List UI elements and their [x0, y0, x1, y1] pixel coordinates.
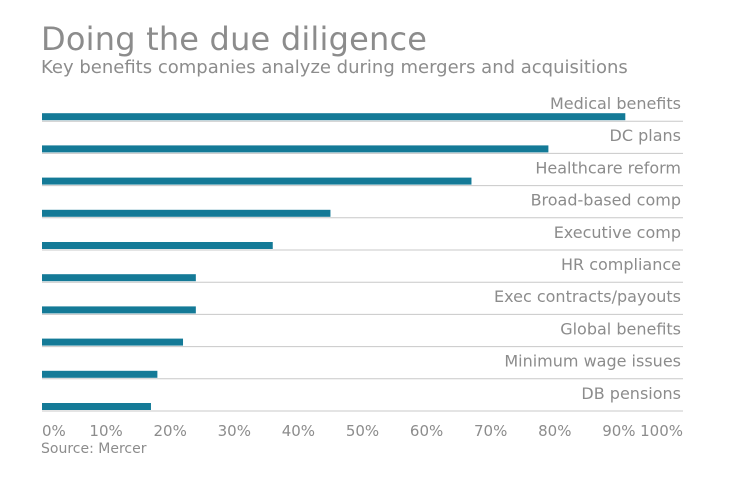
- x-tick-label: 10%: [89, 422, 122, 440]
- chart-subtitle: Key benefits companies analyze during me…: [41, 57, 628, 78]
- x-tick-label: 40%: [282, 422, 315, 440]
- category-label: Global benefits: [560, 319, 681, 338]
- x-tick-label: 70%: [474, 422, 507, 440]
- x-tick-label: 50%: [346, 422, 379, 440]
- category-label: Broad-based comp: [531, 191, 681, 210]
- bar: [42, 242, 273, 249]
- bar: [42, 306, 196, 314]
- plot-area: Medical benefits DC plans Healthcare refor…: [42, 94, 683, 412]
- x-tick-label: 60%: [410, 422, 443, 440]
- category-label: Healthcare reform: [535, 158, 681, 177]
- x-tick-label: 0%: [42, 422, 66, 440]
- x-axis: 0% 10% 20% 30% 40% 50% 60% 70% 80% 90% 100%: [42, 422, 683, 440]
- bar: [42, 274, 196, 282]
- category-label: Medical benefits: [550, 94, 681, 113]
- category-label: HR compliance: [561, 255, 681, 274]
- bar: [42, 113, 626, 121]
- category-label: Minimum wage issues: [504, 352, 681, 371]
- x-tick-label: 100%: [640, 422, 683, 440]
- x-tick-label: 20%: [154, 422, 187, 440]
- bar: [42, 338, 184, 346]
- bar: [42, 403, 151, 410]
- category-label: DC plans: [610, 126, 681, 145]
- bar: [42, 177, 472, 185]
- category-label: Executive comp: [554, 223, 681, 242]
- chart-title: Doing the due diligence: [41, 20, 428, 58]
- bar: [42, 370, 158, 378]
- category-label: DB pensions: [581, 384, 681, 403]
- x-tick-label: 30%: [218, 422, 251, 440]
- bar: [42, 145, 549, 153]
- bar: [42, 209, 331, 217]
- category-label: Exec contracts/payouts: [494, 287, 681, 306]
- x-tick-label: 80%: [538, 422, 571, 440]
- x-tick-label: 90%: [602, 422, 635, 440]
- chart-source: Source: Mercer: [41, 441, 147, 457]
